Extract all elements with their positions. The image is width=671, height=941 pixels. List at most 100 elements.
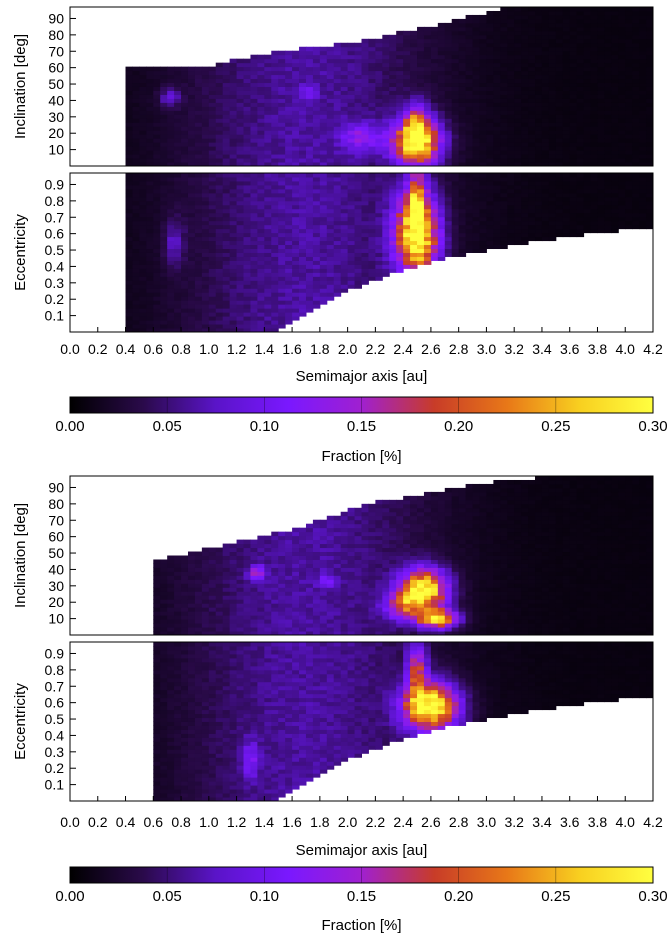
heat-cell: [403, 232, 411, 238]
heat-cell: [486, 134, 494, 139]
heat-cell: [437, 74, 446, 80]
heat-cell: [236, 106, 245, 111]
heat-cell: [611, 216, 619, 222]
heat-cell: [396, 176, 404, 182]
heat-cell: [583, 50, 592, 56]
heat-cell: [597, 122, 605, 127]
heat-cell: [646, 82, 654, 87]
heat-cell: [271, 54, 279, 60]
heat-cell: [132, 324, 140, 329]
heat-cell: [271, 114, 279, 119]
heat-cell: [222, 78, 231, 84]
heat-cell: [521, 42, 529, 48]
heat-cell: [646, 14, 654, 20]
heat-cell: [493, 114, 501, 119]
heat-cell: [493, 110, 501, 115]
heat-cell: [382, 216, 390, 222]
heat-cell: [187, 555, 196, 560]
heat-cell: [576, 94, 585, 99]
heat-cell: [639, 10, 647, 16]
heat-cell: [479, 66, 487, 72]
heat-cell: [236, 587, 245, 592]
heat-cell: [625, 58, 633, 64]
heat-cell: [125, 224, 133, 230]
heat-cell: [312, 180, 321, 186]
heat-cell: [312, 126, 321, 131]
heat-cell: [299, 264, 307, 269]
heat-cell: [208, 591, 217, 596]
heat-cell: [458, 244, 467, 250]
heat-cell: [285, 224, 293, 230]
heat-cell: [555, 173, 564, 178]
heat-cell: [194, 122, 203, 127]
heat-cell: [340, 280, 349, 285]
heat-cell: [410, 154, 418, 159]
heat-cell: [139, 146, 147, 151]
heat-cell: [257, 284, 265, 289]
heat-cell: [340, 110, 349, 115]
heat-cell: [472, 122, 480, 127]
heat-cell: [382, 264, 390, 269]
heat-cell: [340, 126, 349, 131]
heat-cell: [354, 212, 362, 218]
heat-cell: [312, 142, 321, 147]
heat-cell: [521, 7, 529, 12]
heat-cell: [139, 196, 147, 202]
heat-cell: [382, 82, 390, 87]
heat-cell: [229, 66, 238, 72]
heat-cell: [611, 196, 619, 202]
heat-cell: [465, 184, 474, 190]
heat-cell: [396, 184, 404, 190]
heat-cell: [229, 146, 238, 151]
heat-cell: [326, 162, 335, 167]
heat-cell: [368, 158, 376, 163]
heat-cell: [375, 150, 383, 155]
heat-cell: [243, 296, 251, 301]
heat-cell: [604, 34, 612, 40]
heat-cell: [535, 173, 543, 178]
heat-cell: [160, 631, 168, 636]
heat-cell: [215, 292, 224, 297]
heat-cell: [361, 236, 369, 242]
heat-cell: [486, 158, 494, 163]
heat-cell: [354, 130, 362, 135]
heat-cell: [319, 158, 328, 163]
heat-cell: [229, 320, 238, 325]
heat-cell: [215, 126, 224, 131]
heat-cell: [271, 82, 279, 87]
heat-cell: [514, 228, 522, 234]
heat-cell: [410, 204, 418, 210]
x-tick-label: 1.8: [310, 341, 330, 357]
heat-cell: [590, 74, 598, 80]
heat-cell: [465, 220, 474, 226]
heat-cell: [375, 272, 383, 277]
heat-cell: [326, 192, 335, 198]
heat-cell: [222, 563, 231, 568]
heat-cell: [430, 244, 439, 250]
heat-cell: [444, 118, 453, 123]
heat-cell: [541, 176, 550, 182]
heat-cell: [514, 7, 522, 12]
heat-cell: [208, 276, 217, 281]
heat-cell: [174, 94, 182, 99]
heat-cell: [646, 126, 654, 131]
heat-cell: [562, 78, 571, 84]
heat-cell: [493, 146, 501, 151]
heat-cell: [417, 216, 425, 222]
heat-cell: [187, 575, 196, 580]
heat-cell: [201, 200, 210, 206]
heat-cell: [646, 10, 654, 16]
heat-cell: [208, 110, 217, 115]
heat-cell: [299, 268, 307, 273]
heat-cell: [389, 114, 397, 119]
heat-cell: [590, 192, 598, 198]
heat-cell: [181, 312, 189, 317]
heat-cell: [125, 146, 133, 151]
heat-cell: [486, 126, 494, 131]
heat-cell: [576, 134, 585, 139]
heat-cell: [354, 184, 362, 190]
heat-cell: [292, 154, 300, 159]
heat-cell: [528, 54, 536, 60]
heat-cell: [271, 328, 279, 333]
heat-cell: [618, 114, 626, 119]
